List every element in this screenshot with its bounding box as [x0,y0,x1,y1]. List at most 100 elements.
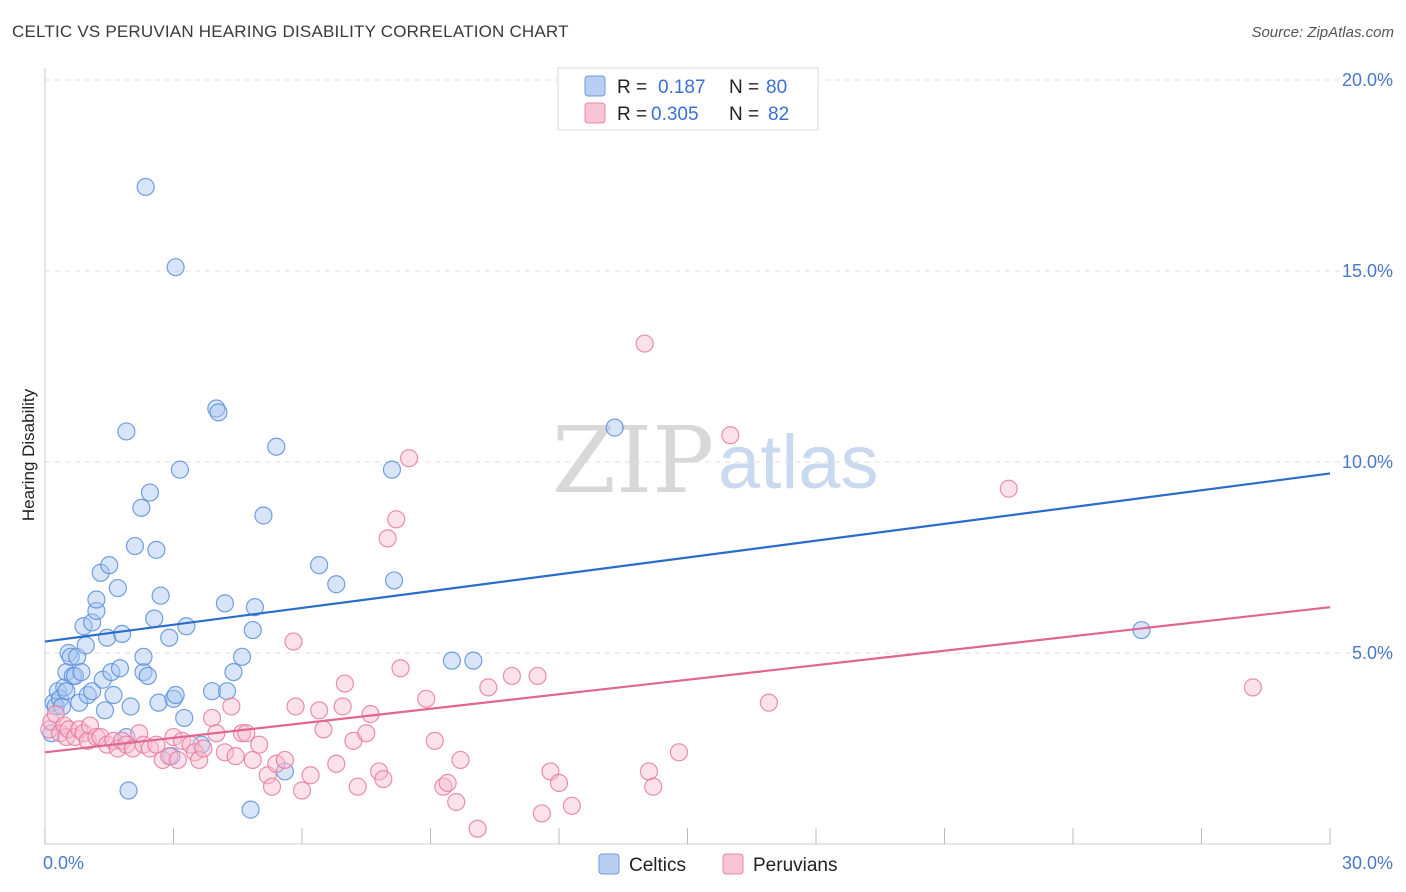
celtics-point-55 [177,617,196,636]
watermark-zip: ZIP [552,407,714,514]
legend-swatch-celtics [584,75,606,97]
bottom-legend: Celtics Peruvians [598,853,838,876]
peruvians-point-63 [391,659,410,678]
celtics-point-57 [202,682,222,701]
celtics-point-73 [384,571,404,590]
celtics-point-17 [76,636,95,655]
celtics-point-71 [327,575,346,594]
peruvians-point-83 [721,426,740,445]
celtics-point-44 [145,609,164,628]
peruvians-point-32 [194,739,213,758]
celtics-point-53 [170,460,190,479]
celtics-point-74 [442,651,462,670]
peruvians-point-49 [301,766,320,785]
celtics-point-61 [217,682,237,701]
tick-labels: 5.0% 10.0% 15.0% 20.0% 0.0% 30.0% [43,70,1393,873]
legend-r-value-celtics: 0.187 [658,77,706,98]
peruvians-point-69 [447,792,466,812]
legend-r-label-celtics: R = [617,77,647,98]
peruvians-point-48 [292,781,312,800]
y-tick-label-10: 10.0% [1342,452,1393,472]
celtics-point-65 [243,620,262,640]
peruvians-point-27 [168,750,187,770]
celtics-point-30 [108,578,127,598]
celtics-point-62 [224,662,243,682]
celtics-point-19 [83,613,102,632]
celtics-point-16 [74,617,93,636]
legend-r-value-peruvians: 0.305 [651,104,699,125]
celtics-point-75 [464,651,483,670]
celtics-point-10 [61,647,80,666]
legend-n-label-peruvians: N = [729,104,759,125]
celtics-point-38 [132,498,151,517]
peruvians-point-73 [502,666,521,686]
x-tick-label-0: 0.0% [43,853,84,873]
peruvians-point-56 [348,777,367,796]
peruvians-point-77 [549,773,569,792]
peruvians-point-46 [284,632,303,651]
y-axis-label: Hearing Disability [19,388,38,521]
bottom-legend-peruvians: Peruvians [753,855,838,876]
peruvians-point-64 [399,449,419,468]
celtics-point-22 [87,590,106,609]
bottom-legend-swatch-celtics [598,853,620,875]
celtics-point-64 [241,800,260,819]
peruvians-point-45 [275,750,294,770]
legend-n-value-celtics: 80 [766,77,787,98]
axes [44,68,1331,845]
peruvians-point-40 [243,750,262,770]
celtics-point-51 [166,685,185,705]
peruvians-point-75 [532,804,551,823]
peruvians-point-62 [387,510,406,529]
celtics-point-52 [166,258,185,277]
peruvians-point-6 [59,720,78,739]
peruvians-point-70 [451,750,470,770]
peruvians-point-74 [528,666,547,686]
celtics-point-68 [267,437,286,456]
peruvians-point-31 [190,750,209,770]
legend-r-label-peruvians: R = [617,104,647,125]
celtics-points [42,177,1151,819]
peruvians-point-79 [635,334,654,353]
peruvians-point-54 [335,674,354,693]
peruvians-point-61 [378,529,397,548]
peruvians-point-35 [215,743,234,762]
celtics-point-48 [160,628,179,647]
peruvians-point-72 [479,678,498,697]
peruvians-point-80 [639,762,659,781]
celtics-point-27 [100,556,119,575]
peruvians-point-81 [644,777,663,796]
peruvians-point-65 [417,689,436,708]
peruvians-point-51 [314,720,333,739]
chart-source: Source: ZipAtlas.com [1251,24,1394,41]
celtics-trend-line [44,472,1331,643]
peruvians-point-82 [669,743,689,762]
celtics-point-43 [140,483,160,502]
celtics-point-72 [382,460,402,479]
celtics-point-47 [151,586,170,605]
celtics-point-45 [147,540,166,559]
legend-swatch-peruvians [584,102,606,124]
peruvians-point-37 [226,747,245,766]
peruvians-point-25 [160,747,179,766]
celtics-point-42 [138,666,157,686]
peruvians-point-53 [333,697,352,716]
peruvians-point-36 [222,697,241,716]
peruvians-point-60 [374,769,393,789]
peruvians-point-86 [1243,678,1263,697]
celtics-point-15 [72,662,91,682]
x-tick-label-30: 30.0% [1342,853,1393,873]
celtics-point-32 [112,624,132,644]
celtics-point-40 [134,647,153,666]
peruvians-point-52 [327,754,346,773]
celtics-point-31 [110,659,130,678]
peruvians-point-78 [562,796,581,815]
peruvians-point-43 [262,777,282,796]
bottom-legend-swatch-peruvians [722,853,744,875]
celtics-point-25 [95,701,115,720]
peruvians-point-85 [999,479,1018,498]
celtics-point-37 [125,536,145,556]
peruvians-point-11 [80,716,100,735]
peruvians-point-33 [202,708,222,728]
gridlines [45,79,1393,654]
